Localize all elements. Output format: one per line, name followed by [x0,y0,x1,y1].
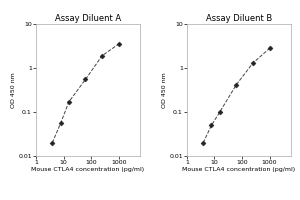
Y-axis label: OD 450 nm: OD 450 nm [162,72,167,108]
X-axis label: Mouse CTLA4 concentration (pg/ml): Mouse CTLA4 concentration (pg/ml) [32,167,145,172]
Y-axis label: OD 450 nm: OD 450 nm [11,72,16,108]
Title: Assay Diluent A: Assay Diluent A [55,14,121,23]
X-axis label: Mouse CTLA4 concentration (pg/ml): Mouse CTLA4 concentration (pg/ml) [182,167,296,172]
Title: Assay Diluent B: Assay Diluent B [206,14,272,23]
